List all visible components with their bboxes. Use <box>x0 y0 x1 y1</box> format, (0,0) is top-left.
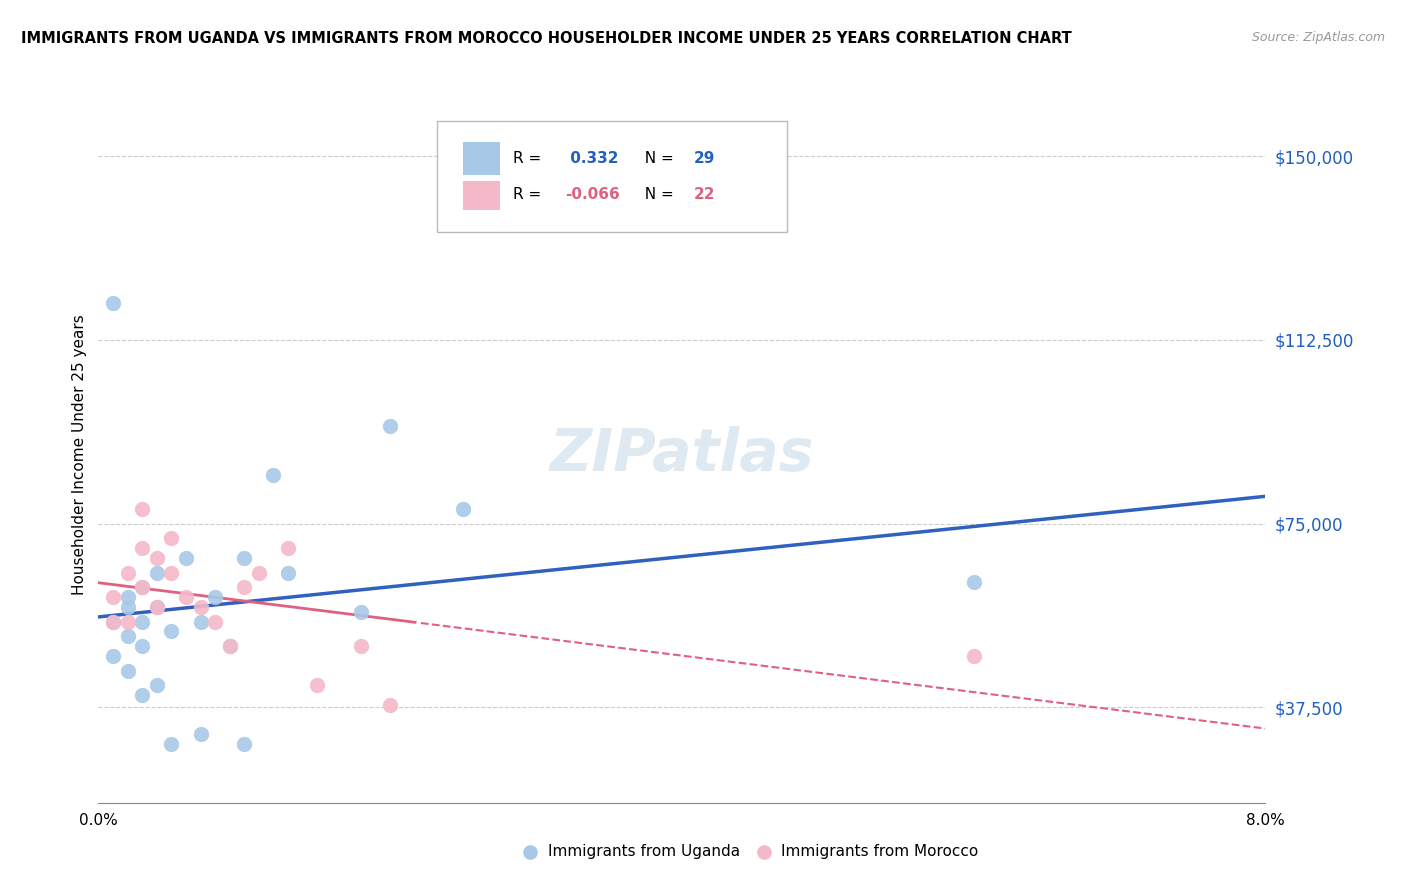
Point <box>146 566 169 580</box>
Y-axis label: Householder Income Under 25 years: Householder Income Under 25 years <box>72 315 87 595</box>
Point <box>101 590 124 604</box>
Point <box>962 648 984 663</box>
Point <box>131 615 153 629</box>
Point <box>146 599 169 614</box>
Text: 22: 22 <box>693 187 716 202</box>
Bar <box>463 181 501 210</box>
Point <box>160 737 183 751</box>
Point <box>218 639 240 653</box>
Point <box>380 698 402 712</box>
Text: N =: N = <box>636 187 679 202</box>
Point <box>117 615 139 629</box>
Point <box>350 605 373 619</box>
Point <box>204 615 226 629</box>
FancyBboxPatch shape <box>437 121 787 232</box>
Point <box>190 615 212 629</box>
Text: 0.332: 0.332 <box>565 151 619 166</box>
Point <box>117 664 139 678</box>
Point <box>131 639 153 653</box>
Point <box>962 575 984 590</box>
Text: -0.066: -0.066 <box>565 187 620 202</box>
Text: R =: R = <box>513 151 546 166</box>
Point <box>350 639 373 653</box>
Point <box>218 639 240 653</box>
Text: R =: R = <box>513 187 546 202</box>
Point <box>233 550 256 565</box>
Point <box>101 296 124 310</box>
Point <box>190 727 212 741</box>
Point <box>131 580 153 594</box>
Text: 29: 29 <box>693 151 716 166</box>
Point <box>146 599 169 614</box>
Point <box>131 501 153 516</box>
Point <box>146 550 169 565</box>
Point <box>146 678 169 692</box>
Point <box>204 590 226 604</box>
Text: Source: ZipAtlas.com: Source: ZipAtlas.com <box>1251 31 1385 45</box>
Point <box>307 678 329 692</box>
Text: Immigrants from Morocco: Immigrants from Morocco <box>782 844 979 859</box>
Text: Immigrants from Uganda: Immigrants from Uganda <box>548 844 740 859</box>
Text: IMMIGRANTS FROM UGANDA VS IMMIGRANTS FROM MOROCCO HOUSEHOLDER INCOME UNDER 25 YE: IMMIGRANTS FROM UGANDA VS IMMIGRANTS FRO… <box>21 31 1071 46</box>
Bar <box>463 142 501 175</box>
Point <box>131 688 153 702</box>
Point <box>174 590 197 604</box>
Point <box>117 590 139 604</box>
Point <box>101 648 124 663</box>
Point <box>262 467 284 482</box>
Point <box>380 418 402 433</box>
Text: N =: N = <box>636 151 679 166</box>
Point <box>233 737 256 751</box>
Point <box>247 566 270 580</box>
Point <box>117 566 139 580</box>
Point <box>277 541 299 555</box>
Point <box>131 580 153 594</box>
Point <box>174 550 197 565</box>
Point <box>451 501 474 516</box>
Point <box>233 580 256 594</box>
Point <box>160 624 183 639</box>
Point <box>160 566 183 580</box>
Text: ZIPatlas: ZIPatlas <box>550 426 814 483</box>
Point <box>117 629 139 643</box>
Point <box>101 615 124 629</box>
Point <box>131 541 153 555</box>
Point <box>190 599 212 614</box>
Point <box>277 566 299 580</box>
Point <box>117 599 139 614</box>
Point <box>101 615 124 629</box>
Point <box>160 531 183 545</box>
